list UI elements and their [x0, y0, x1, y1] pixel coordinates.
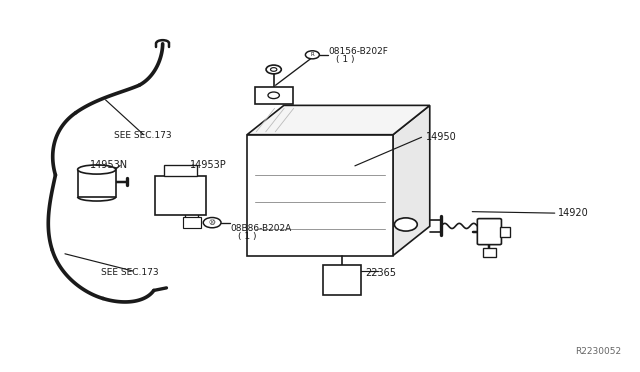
Circle shape [271, 68, 277, 71]
Text: SEE SEC.173: SEE SEC.173 [101, 267, 159, 277]
Text: 22365: 22365 [365, 268, 397, 278]
Polygon shape [393, 105, 429, 256]
Circle shape [204, 218, 221, 228]
Bar [183, 217, 201, 228]
Circle shape [266, 65, 282, 74]
Polygon shape [247, 105, 429, 135]
Bar [77, 170, 116, 197]
Text: 08B86-B202A: 08B86-B202A [230, 224, 291, 232]
Bar [500, 227, 509, 237]
Text: 14920: 14920 [558, 208, 589, 218]
Bar [164, 165, 196, 176]
Circle shape [305, 51, 319, 59]
Text: 08156-B202F: 08156-B202F [328, 46, 388, 56]
FancyBboxPatch shape [477, 219, 502, 245]
Text: SEE SEC.173: SEE SEC.173 [114, 131, 172, 140]
Circle shape [268, 92, 280, 99]
Bar [155, 176, 206, 215]
Text: ( 1 ): ( 1 ) [237, 232, 256, 241]
Text: R2230052: R2230052 [575, 347, 621, 356]
Bar [483, 247, 496, 257]
Text: ( 1 ): ( 1 ) [337, 55, 355, 64]
Text: 14953P: 14953P [190, 160, 227, 170]
Text: R: R [310, 52, 314, 57]
Ellipse shape [77, 165, 116, 174]
Text: 14953N: 14953N [90, 160, 129, 170]
Text: 14950: 14950 [426, 132, 457, 142]
Bar [323, 265, 361, 295]
Bar [255, 87, 292, 103]
Bar [247, 135, 393, 256]
Circle shape [394, 218, 417, 231]
Text: ⑩: ⑩ [209, 218, 216, 227]
